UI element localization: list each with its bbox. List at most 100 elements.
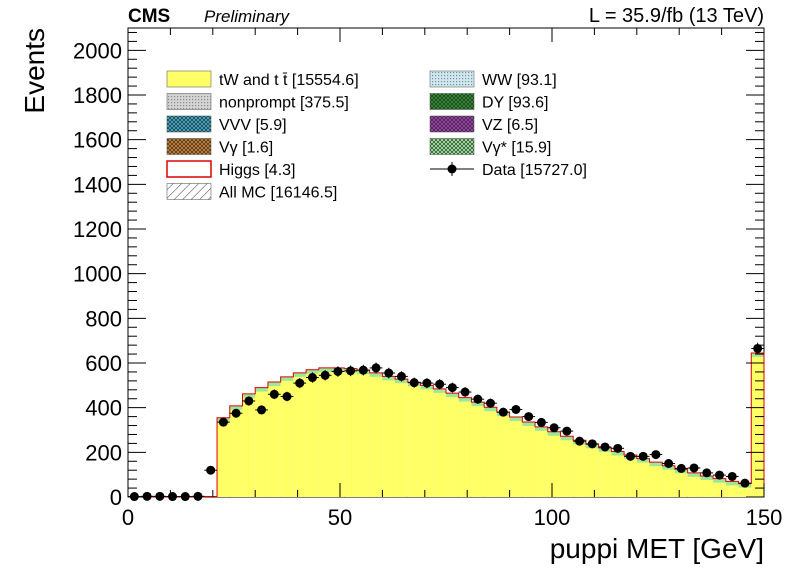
mc-bar-top-fill <box>484 407 497 412</box>
mc-bar <box>420 385 434 497</box>
axes: 0 50 100 150 0 200 400 600 800 1000 1200 1400 1600 18… <box>73 28 782 530</box>
mc-bar-top-fill <box>267 381 281 386</box>
mc-bar <box>293 372 307 497</box>
mc-bar <box>585 444 599 497</box>
mc-bar <box>751 352 764 497</box>
data-point <box>702 468 712 478</box>
y-tick-label: 600 <box>85 351 122 376</box>
data-point <box>511 404 521 414</box>
mc-bar-top-fill <box>560 436 574 441</box>
y-tick-label: 200 <box>85 440 122 465</box>
mc-bar <box>484 407 497 497</box>
data-point <box>587 439 597 449</box>
data-point <box>625 451 635 461</box>
data-point <box>689 463 699 473</box>
data-points <box>128 342 764 502</box>
data-point <box>409 378 419 388</box>
mc-bar-top-fill <box>229 405 243 410</box>
mc-bar <box>649 462 663 497</box>
mc-bar-top-fill <box>535 426 548 431</box>
legend-label: Higgs [4.3] <box>219 162 295 179</box>
data-point <box>422 378 432 388</box>
legend-swatch-hatch <box>167 93 211 110</box>
mc-bar-top-fill <box>751 352 764 357</box>
mc-bar <box>331 367 345 497</box>
mc-bar <box>560 436 574 497</box>
mc-bar <box>471 402 485 497</box>
legend-label: DY [93.6] <box>482 95 548 112</box>
mc-bar <box>229 405 243 497</box>
mc-bar <box>535 426 548 497</box>
data-point <box>371 363 381 373</box>
mc-bar <box>255 387 268 497</box>
mc-bar-top-fill <box>687 472 701 477</box>
legend-data-marker <box>447 164 457 174</box>
data-point <box>168 492 178 502</box>
mc-bar <box>344 368 357 497</box>
mc-bar-top-fill <box>725 481 739 486</box>
data-point <box>524 412 534 422</box>
mc-bar-top-fill <box>293 372 307 377</box>
y-tick-label: 400 <box>85 396 122 421</box>
mc-bar <box>636 458 650 497</box>
data-point <box>193 491 203 501</box>
mc-bar <box>306 369 319 497</box>
x-tick-label: 50 <box>328 505 352 530</box>
mc-bar <box>662 465 675 497</box>
x-axis-label: puppi MET [GeV] <box>550 533 764 564</box>
mc-bar <box>713 478 726 497</box>
lumi-label: L = 35.9/fb (13 TeV) <box>589 5 764 27</box>
data-point <box>396 371 406 381</box>
data-point <box>295 378 305 388</box>
mc-bar <box>395 379 408 497</box>
data-point <box>473 394 483 404</box>
y-tick-label: 1000 <box>73 262 122 287</box>
legend-swatch-hatch <box>430 71 474 87</box>
legend-swatch-hatch <box>430 116 474 132</box>
legend-label: All MC [16146.5] <box>219 185 337 202</box>
mc-bar-top-fill <box>318 367 332 372</box>
legend-label: Data [15727.0] <box>482 162 587 179</box>
data-point <box>549 423 559 433</box>
legend-swatch-hatch <box>167 183 211 200</box>
mc-bar-top-fill <box>611 451 625 456</box>
mc-bar <box>446 393 459 497</box>
mc-bar-top-fill <box>700 476 714 481</box>
data-point <box>575 436 585 446</box>
mc-bar <box>458 397 472 497</box>
data-point <box>714 470 724 480</box>
data-point <box>142 491 152 501</box>
x-tick-label: 0 <box>122 505 134 530</box>
mc-bar-top-fill <box>255 387 268 392</box>
mc-bar-top-fill <box>547 431 561 436</box>
mc-bar <box>624 455 637 497</box>
data-point <box>498 407 508 417</box>
legend-label: WW [93.1] <box>482 72 557 89</box>
data-point <box>358 365 368 375</box>
legend-swatch-hatch <box>167 116 211 132</box>
mc-bar <box>598 447 612 497</box>
data-point <box>740 478 750 488</box>
mc-bar-top-fill <box>509 417 523 422</box>
mc-bar <box>217 417 230 497</box>
data-point <box>664 459 674 468</box>
legend-label: VVV [5.9] <box>219 117 287 134</box>
data-point <box>244 396 254 406</box>
legend-swatch <box>166 160 212 178</box>
mc-bar-top-fill <box>471 402 485 407</box>
mc-bar-top-fill <box>649 462 663 467</box>
legend-label: nonprompt [375.5] <box>219 95 349 112</box>
legend-swatch <box>166 70 212 88</box>
data-point <box>727 471 737 481</box>
data-point <box>346 366 356 376</box>
mc-bar-top-fill <box>280 376 294 381</box>
data-point <box>320 370 330 380</box>
y-tick-label: 1400 <box>73 172 122 197</box>
data-point <box>753 343 763 353</box>
mc-bar <box>433 388 446 497</box>
mc-bar-top-fill <box>433 388 446 393</box>
mc-bar <box>496 412 510 497</box>
legend-swatch-hatch <box>430 93 474 110</box>
mc-bar-top-fill <box>458 397 472 402</box>
